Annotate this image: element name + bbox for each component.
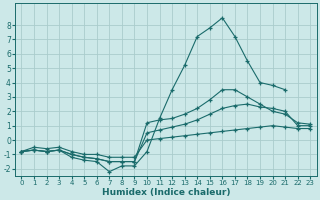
X-axis label: Humidex (Indice chaleur): Humidex (Indice chaleur) [101, 188, 230, 197]
